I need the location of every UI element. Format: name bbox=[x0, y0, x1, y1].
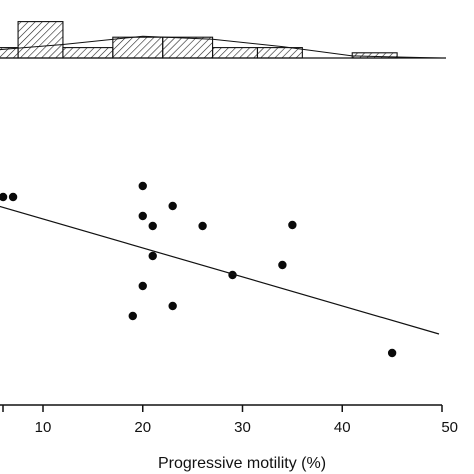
regression-line bbox=[0, 205, 440, 335]
x-tick-label: 50 bbox=[441, 419, 458, 436]
data-point bbox=[168, 301, 177, 311]
data-point bbox=[148, 221, 157, 231]
data-point bbox=[168, 201, 177, 211]
histogram-bar bbox=[62, 47, 114, 59]
histogram-bar bbox=[256, 47, 303, 59]
data-point bbox=[138, 211, 147, 221]
histogram-bar bbox=[17, 21, 64, 59]
data-point bbox=[138, 281, 147, 291]
data-point bbox=[128, 311, 137, 321]
data-point bbox=[8, 192, 18, 202]
x-tick-label: 40 bbox=[334, 419, 351, 436]
x-axis: 10 20 30 40 50 bbox=[0, 404, 458, 436]
scatter-points bbox=[0, 181, 397, 358]
marginal-histogram bbox=[0, 21, 446, 59]
data-point bbox=[148, 251, 157, 261]
x-tick-label: 10 bbox=[35, 419, 52, 436]
data-point bbox=[288, 220, 297, 230]
histogram-bar bbox=[112, 36, 164, 59]
data-point bbox=[387, 348, 397, 358]
data-point bbox=[278, 260, 287, 270]
histogram-bar bbox=[162, 36, 214, 59]
x-tick-label: 20 bbox=[134, 419, 151, 436]
x-tick-label: 30 bbox=[234, 419, 251, 436]
x-axis-title: Progressive motility (%) bbox=[158, 455, 326, 472]
data-point bbox=[138, 181, 147, 191]
histogram-density-curve bbox=[0, 35, 443, 59]
regression-line-layer bbox=[0, 205, 440, 335]
data-point bbox=[198, 221, 207, 231]
histogram-bar bbox=[212, 47, 259, 59]
data-point bbox=[0, 192, 8, 202]
